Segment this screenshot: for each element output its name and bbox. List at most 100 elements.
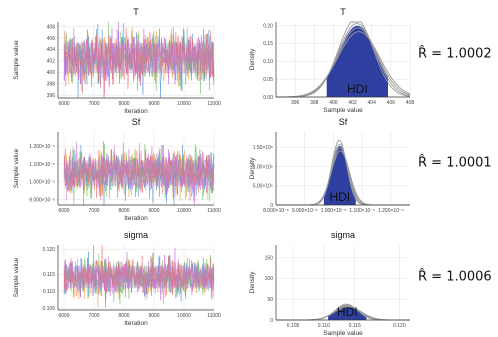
rhat-label: R̂ = 1.0001 [418, 155, 492, 170]
trace-density-band [64, 160, 214, 186]
x-tick-label: 0.115 [349, 323, 361, 329]
y-axis-label: Density [249, 157, 256, 179]
y-tick-label: 1.000×10⁻⁵ [29, 180, 55, 186]
panel-2: Sf 6000 7000 8000 9000 10000 11000 9.000×10⁻⁶ 1.… [13, 117, 221, 222]
x-tick-label: 0.110 [318, 323, 330, 329]
x-axis-label: Iteration [124, 215, 148, 222]
chain-density-line [276, 31, 411, 98]
y-axis-label: Density [249, 271, 256, 293]
y-tick-label: 1.100×10⁻⁵ [29, 162, 55, 168]
trace-density-band [64, 42, 214, 74]
x-tick-label: 6000 [58, 101, 69, 107]
x-tick-label: 11000 [207, 208, 221, 214]
y-tick-label: 5.00×10⁵ [253, 184, 273, 190]
y-tick-label: 0.00 [263, 95, 273, 101]
x-tick-label: 400 [329, 100, 338, 106]
x-tick-label: 11000 [207, 101, 221, 107]
x-tick-label: 6000 [58, 208, 69, 214]
y-tick-label: 50 [267, 297, 273, 303]
x-tick-label: 408 [406, 100, 415, 106]
x-tick-label: 404 [368, 100, 377, 106]
hdi-area [326, 25, 388, 97]
y-axis-label: Density [249, 48, 256, 70]
panel-title: Sf [132, 117, 141, 127]
y-tick-label: 404 [47, 47, 56, 53]
rhat-label: R̂ = 1.0006 [418, 269, 492, 284]
x-tick-label: 8000 [118, 313, 129, 319]
y-tick-label: 0.105 [42, 306, 55, 312]
y-tick-label: 0 [270, 318, 273, 324]
x-tick-label: 0.120 [393, 323, 406, 329]
x-tick-label: 8000 [118, 101, 129, 107]
y-tick-label: 400 [47, 70, 56, 76]
x-tick-label: 396 [291, 100, 300, 106]
x-tick-label: 1.200×10⁻⁵ [378, 208, 404, 214]
x-tick-label: 8.000×10⁻⁶ [263, 208, 289, 214]
y-tick-label: 0.15 [263, 41, 273, 47]
x-tick-label: 9.000×10⁻⁶ [292, 208, 318, 214]
x-tick-label: 406 [387, 100, 396, 106]
y-tick-label: 1.00×10⁶ [253, 164, 273, 170]
panel-0: T 6000 7000 8000 9000 10000 11000 396 398 400 402 4… [13, 7, 221, 115]
y-tick-label: 1.50×10⁶ [253, 145, 273, 151]
x-tick-label: 10000 [177, 101, 191, 107]
x-tick-label: 9000 [148, 313, 159, 319]
panel-4: sigma 6000 7000 8000 9000 10000 11000 0.105 0.11… [13, 230, 221, 327]
y-tick-label: 0.05 [263, 77, 273, 83]
x-tick-label: 7000 [88, 208, 99, 214]
x-tick-label: 9000 [148, 208, 159, 214]
y-tick-label: 408 [47, 24, 56, 30]
x-tick-label: 7000 [88, 313, 99, 319]
y-tick-label: 1.200×10⁻⁵ [29, 144, 55, 150]
y-tick-label: 150 [265, 255, 274, 261]
x-tick-label: 10000 [177, 208, 191, 214]
hdi-label: HDI [329, 190, 350, 204]
trace-density-band [64, 266, 214, 288]
panel-5: sigma HDI R̂ = 1.0006 0.105 0.110 0.115 0.120 0… [249, 230, 492, 337]
hdi-area [328, 305, 367, 320]
x-tick-label: 9000 [148, 101, 159, 107]
x-tick-label: 6000 [58, 313, 69, 319]
x-tick-label: 402 [348, 100, 357, 106]
x-tick-label: 11000 [207, 313, 221, 319]
y-tick-label: 100 [265, 276, 274, 282]
chain-trace [63, 142, 215, 201]
x-axis-label: Sample value [323, 107, 363, 114]
x-axis-label: Iteration [124, 320, 148, 327]
y-axis-label: Sample value [13, 257, 20, 297]
x-tick-label: 10000 [177, 313, 191, 319]
panel-title: sigma [124, 230, 148, 240]
x-tick-label: 1.100×10⁻⁵ [349, 208, 375, 214]
hdi-area [323, 146, 356, 205]
chain-trace [63, 27, 215, 95]
y-axis-label: Sample value [13, 148, 20, 188]
panel-title: sigma [331, 230, 355, 240]
panel-1: T HDI R̂ = 1.0002 396 398 400 402 404 406 408 0.00… [249, 7, 492, 114]
panel-title: Sf [339, 117, 348, 127]
y-tick-label: 406 [47, 36, 56, 42]
y-tick-label: 0.110 [43, 289, 55, 295]
panel-title: T [340, 7, 346, 17]
x-tick-label: 7000 [88, 101, 99, 107]
y-tick-label: 0 [270, 203, 273, 209]
x-tick-label: 398 [310, 100, 319, 106]
y-axis-label: Sample value [13, 40, 20, 80]
hdi-label: HDI [347, 82, 368, 96]
chain-trace [63, 245, 215, 298]
y-tick-label: 396 [47, 93, 56, 99]
x-tick-label: 0.105 [287, 323, 300, 329]
y-tick-label: 0.20 [263, 23, 273, 29]
x-axis-label: Iteration [124, 108, 148, 115]
y-tick-label: 398 [47, 82, 56, 88]
y-tick-label: 0.120 [42, 247, 55, 253]
y-tick-label: 402 [47, 59, 56, 65]
panel-title: T [133, 7, 139, 17]
y-tick-label: 9.000×10⁻⁶ [29, 197, 55, 203]
rhat-label: R̂ = 1.0002 [418, 46, 492, 61]
x-axis-label: Sample value [323, 330, 363, 337]
y-tick-label: 0.10 [263, 59, 273, 65]
x-tick-label: 1.000×10⁻⁵ [321, 208, 347, 214]
x-tick-label: 8000 [118, 208, 129, 214]
